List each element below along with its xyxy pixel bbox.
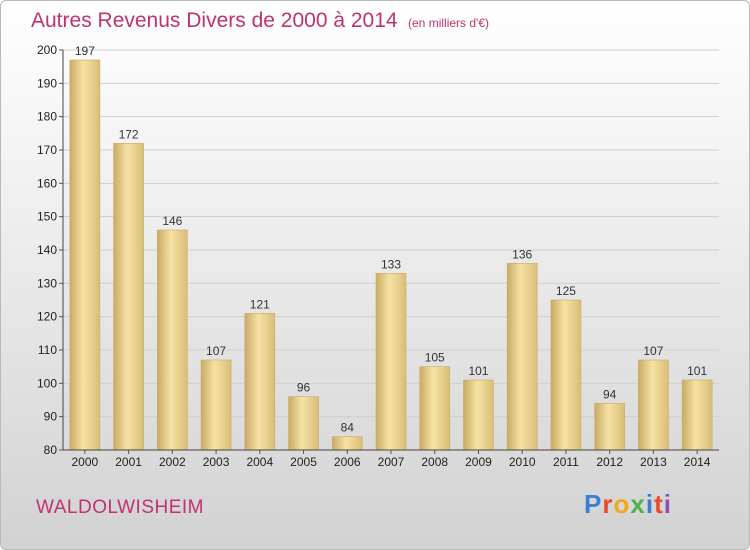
bar-value-label: 101 — [468, 364, 488, 378]
bar — [244, 313, 276, 451]
bar — [506, 263, 538, 451]
y-tick-label: 190 — [37, 76, 57, 90]
bar — [331, 436, 363, 451]
y-tick-label: 80 — [44, 443, 58, 457]
chart-title-main: Autres Revenus Divers de 2000 à 2014 — [31, 9, 398, 32]
bar — [69, 59, 101, 451]
logo-letter: i — [645, 489, 655, 519]
y-tick-label: 100 — [37, 376, 57, 390]
y-tick-label: 120 — [37, 310, 57, 324]
y-tick-label: 140 — [37, 243, 57, 257]
bar-value-label: 133 — [381, 257, 401, 271]
bar — [375, 273, 407, 451]
axes — [59, 49, 719, 454]
logo-letter: t — [654, 489, 664, 519]
bar-value-label: 107 — [643, 344, 663, 358]
x-tick-label: 2007 — [378, 455, 405, 469]
x-tick-label: 2010 — [509, 455, 536, 469]
bar-value-label: 121 — [250, 297, 270, 311]
bar-value-label: 96 — [297, 381, 311, 395]
x-tick-label: 2000 — [72, 455, 99, 469]
y-tick-label: 160 — [37, 176, 57, 190]
bar — [550, 299, 582, 451]
bars — [69, 59, 713, 451]
y-tick-label: 170 — [37, 143, 57, 157]
bar-value-label: 136 — [512, 247, 532, 261]
bar-value-label: 101 — [687, 364, 707, 378]
x-tick-label: 2001 — [115, 455, 142, 469]
logo-letter: i — [663, 489, 672, 519]
chart-title-unit: (en milliers d'€) — [408, 16, 489, 30]
chart-title: Autres Revenus Divers de 2000 à 2014 (en… — [31, 9, 489, 33]
x-tick-label: 2006 — [334, 455, 361, 469]
x-tick-label: 2014 — [684, 455, 711, 469]
bar — [681, 379, 713, 451]
x-tick-label: 2011 — [553, 455, 579, 469]
y-tick-label: 130 — [37, 276, 57, 290]
x-tick-label: 2002 — [159, 455, 186, 469]
y-tick-label: 180 — [37, 110, 57, 124]
x-tick-label: 2012 — [596, 455, 623, 469]
bar-value-label: 197 — [75, 44, 95, 58]
x-tick-label: 2013 — [640, 455, 667, 469]
y-tick-label: 150 — [37, 210, 57, 224]
x-tick-label: 2008 — [421, 455, 448, 469]
y-tick-label: 110 — [38, 343, 57, 357]
bar — [463, 379, 494, 451]
labels: 80 90 100 110 120 130 140 150 160 170 180 190 200 197… — [37, 43, 711, 469]
bar-value-label: 107 — [206, 344, 226, 358]
x-tick-label: 2003 — [203, 455, 230, 469]
bar-value-label: 125 — [556, 284, 576, 298]
y-tick-label: 200 — [37, 43, 57, 57]
bar-value-label: 94 — [603, 387, 617, 401]
bar — [419, 366, 451, 451]
bar-value-label: 105 — [425, 351, 445, 365]
logo-letter: x — [630, 489, 646, 519]
bar — [200, 359, 232, 451]
bar-value-label: 146 — [162, 214, 182, 228]
logo-letter: o — [613, 489, 631, 519]
town-name: WALDOLWISHEIM — [36, 497, 205, 518]
y-tick-label: 90 — [44, 410, 58, 424]
x-tick-label: 2004 — [246, 455, 273, 469]
bar — [594, 403, 625, 451]
bar — [157, 229, 188, 451]
x-tick-label: 2005 — [290, 455, 317, 469]
bar — [638, 359, 669, 451]
logo-letter: r — [602, 489, 614, 519]
proxiti-logo: Proxiti — [584, 489, 672, 520]
bar — [288, 396, 319, 451]
x-tick-label: 2009 — [465, 455, 492, 469]
logo-letter: P — [584, 489, 603, 519]
bar-value-label: 172 — [119, 127, 139, 141]
bar-value-label: 84 — [341, 421, 355, 435]
bar — [113, 143, 144, 451]
